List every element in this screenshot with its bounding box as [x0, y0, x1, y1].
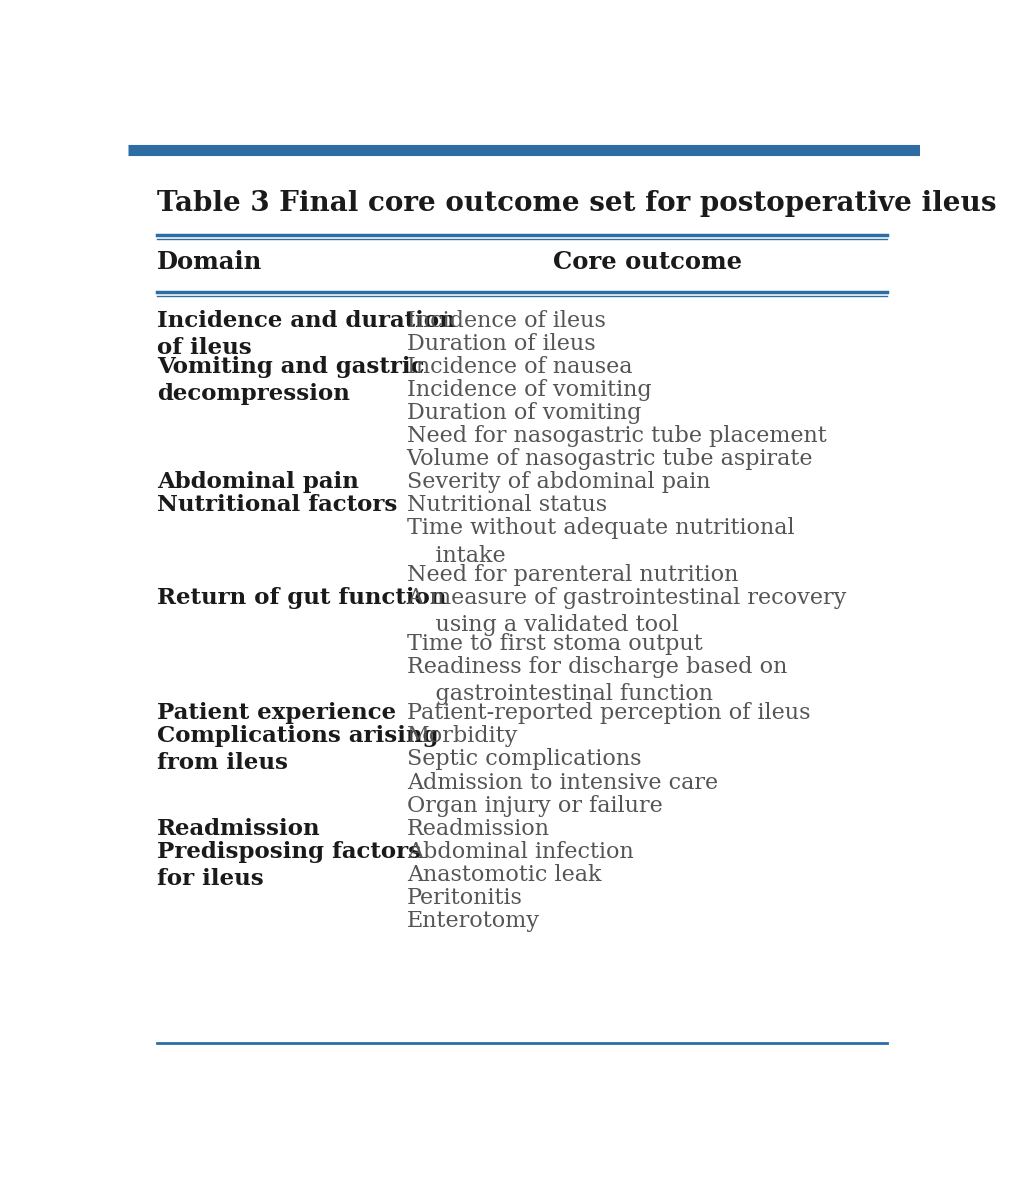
Text: Readmission: Readmission	[407, 817, 550, 840]
Text: Nutritional status: Nutritional status	[407, 494, 607, 516]
Text: Anastomotic leak: Anastomotic leak	[407, 864, 601, 886]
Text: A measure of gastrointestinal recovery
    using a validated tool: A measure of gastrointestinal recovery u…	[407, 587, 846, 636]
Text: Table 3 Final core outcome set for postoperative ileus: Table 3 Final core outcome set for posto…	[157, 190, 996, 217]
Text: Admission to intensive care: Admission to intensive care	[407, 772, 717, 793]
Text: Readmission: Readmission	[157, 817, 321, 840]
Text: Patient-reported perception of ileus: Patient-reported perception of ileus	[407, 702, 810, 725]
Text: Incidence and duration
of ileus: Incidence and duration of ileus	[157, 310, 456, 359]
Text: Domain: Domain	[157, 251, 263, 275]
Text: Abdominal infection: Abdominal infection	[407, 841, 634, 863]
Text: Nutritional factors: Nutritional factors	[157, 494, 398, 516]
Text: Time to first stoma output: Time to first stoma output	[407, 632, 702, 655]
Text: Organ injury or failure: Organ injury or failure	[407, 794, 662, 817]
Text: Return of gut function: Return of gut function	[157, 587, 447, 608]
Text: Incidence of ileus: Incidence of ileus	[407, 310, 606, 331]
Text: Duration of vomiting: Duration of vomiting	[407, 402, 641, 424]
Text: Predisposing factors
for ileus: Predisposing factors for ileus	[157, 841, 421, 890]
Text: Volume of nasogastric tube aspirate: Volume of nasogastric tube aspirate	[407, 448, 814, 470]
Text: Septic complications: Septic complications	[407, 749, 641, 770]
Text: Enterotomy: Enterotomy	[407, 910, 540, 932]
Text: Peritonitis: Peritonitis	[407, 887, 522, 910]
Text: Morbidity: Morbidity	[407, 725, 518, 748]
Text: Patient experience: Patient experience	[157, 702, 397, 725]
Text: Incidence of vomiting: Incidence of vomiting	[407, 379, 651, 401]
Text: Incidence of nausea: Incidence of nausea	[407, 355, 633, 378]
Text: Readiness for discharge based on
    gastrointestinal function: Readiness for discharge based on gastroi…	[407, 656, 787, 706]
Text: Abdominal pain: Abdominal pain	[157, 472, 359, 493]
Text: Complications arising
from ileus: Complications arising from ileus	[157, 725, 438, 774]
Text: Need for nasogastric tube placement: Need for nasogastric tube placement	[407, 425, 827, 448]
Text: Duration of ileus: Duration of ileus	[407, 332, 596, 355]
Text: Time without adequate nutritional
    intake: Time without adequate nutritional intake	[407, 517, 794, 566]
Text: Severity of abdominal pain: Severity of abdominal pain	[407, 472, 710, 493]
Text: Core outcome: Core outcome	[553, 251, 742, 275]
Text: Vomiting and gastric
decompression: Vomiting and gastric decompression	[157, 355, 425, 404]
Text: Need for parenteral nutrition: Need for parenteral nutrition	[407, 564, 738, 586]
